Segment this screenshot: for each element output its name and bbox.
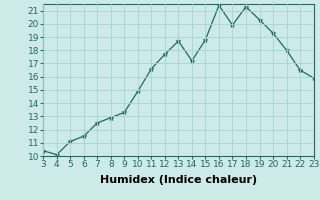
X-axis label: Humidex (Indice chaleur): Humidex (Indice chaleur) xyxy=(100,175,257,185)
